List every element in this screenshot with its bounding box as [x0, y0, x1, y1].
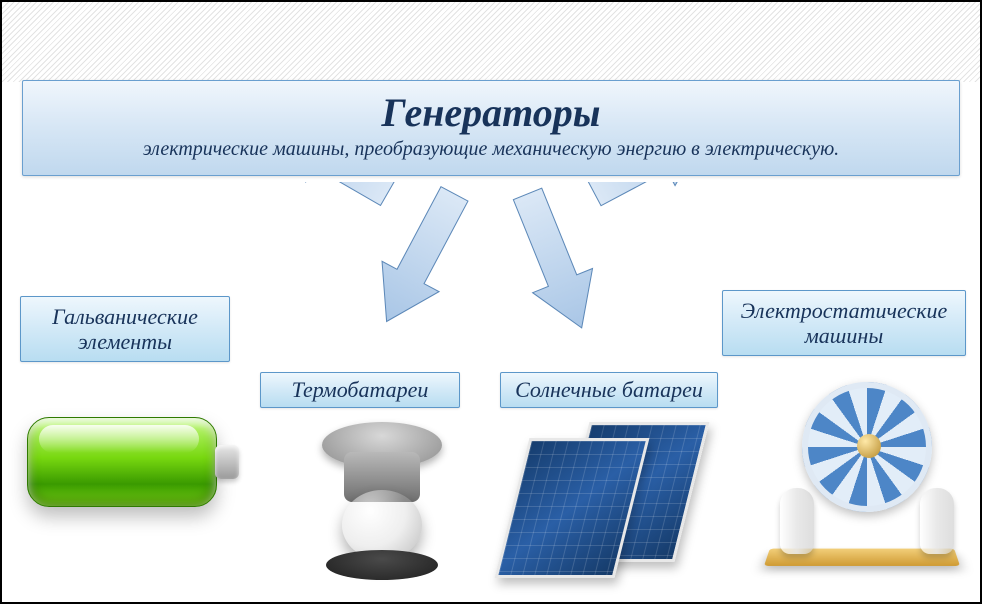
header-subtitle: электрические машины, преобразующие меха…: [33, 138, 949, 161]
label-electrostatic: Электростатические машины: [722, 290, 966, 356]
header-box: Генераторы электрические машины, преобра…: [22, 80, 960, 176]
leyden-jar-right: [920, 488, 954, 554]
label-galvanic-line1: Гальванические: [52, 304, 198, 329]
header-title: Генераторы: [33, 89, 949, 136]
arrow-to-galvanic: [262, 182, 405, 220]
label-electrostatic-line2: машины: [805, 323, 883, 348]
arrow-to-electrostatic: [579, 182, 720, 221]
arrow-to-solar: [498, 182, 612, 340]
label-electrostatic-line1: Электростатические: [741, 298, 948, 323]
estat-hub: [857, 434, 881, 458]
solar-panel-icon: [502, 432, 732, 592]
thermo-base: [326, 550, 438, 580]
label-galvanic-line2: элементы: [78, 329, 172, 354]
battery-shine: [39, 425, 199, 453]
label-thermo-text: Термобатареи: [292, 377, 429, 403]
leyden-jar-left: [780, 488, 814, 554]
wimshurst-machine-icon: [762, 382, 972, 582]
battery-tip: [215, 445, 239, 479]
label-solar: Солнечные батареи: [500, 372, 718, 408]
slide: Генераторы электрические машины, преобра…: [2, 2, 980, 602]
battery-icon: [17, 397, 247, 527]
label-thermo: Термобатареи: [260, 372, 460, 408]
label-solar-text: Солнечные батареи: [515, 377, 703, 403]
thermo-generator-icon: [282, 422, 482, 592]
hatch-background: [2, 2, 980, 82]
label-galvanic: Гальванические элементы: [20, 296, 230, 362]
arrow-to-thermo: [358, 182, 483, 337]
